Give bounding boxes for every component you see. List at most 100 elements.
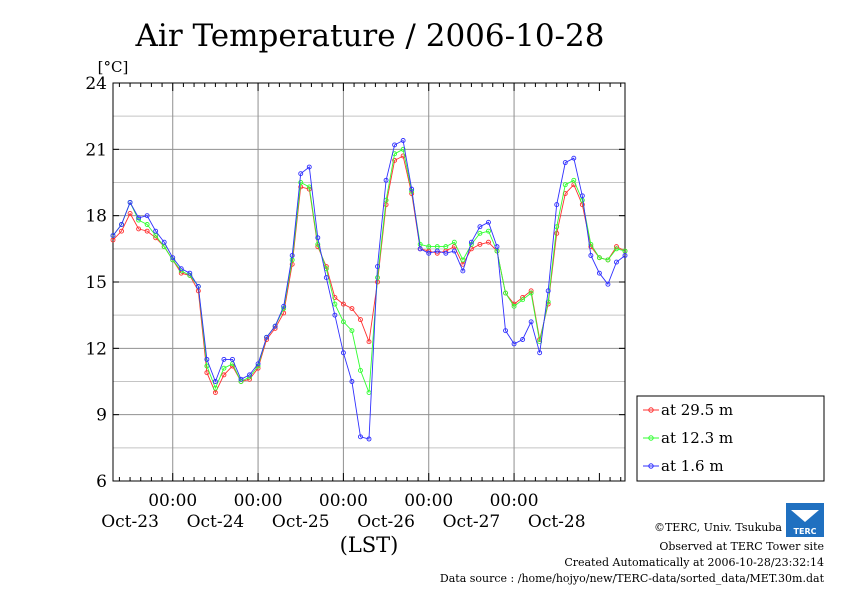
data-point (204, 370, 210, 376)
data-point (622, 253, 628, 258)
x-date-label: Oct-26 (357, 512, 415, 532)
data-point (332, 312, 338, 318)
data-point (212, 385, 218, 391)
data-point (340, 301, 346, 307)
data-point (400, 138, 406, 143)
y-axis-label: [°C] (98, 58, 129, 76)
data-point (417, 246, 423, 252)
data-point (247, 372, 252, 378)
y-tick-label: 6 (96, 472, 107, 492)
data-point (477, 230, 483, 236)
data-point (392, 157, 398, 163)
data-point (144, 213, 150, 219)
data-point (358, 317, 363, 323)
data-point (153, 228, 159, 234)
copyright-text: ©TERC, Univ. Tsukuba (654, 521, 782, 534)
data-point (281, 303, 287, 309)
data-point (221, 356, 227, 362)
data-point (161, 239, 167, 245)
data-point (400, 146, 406, 152)
legend-marker (648, 463, 654, 469)
data-point (298, 171, 304, 177)
data-point (349, 306, 355, 311)
data-point (383, 177, 389, 183)
series-line (112, 155, 626, 394)
data-point (375, 275, 380, 281)
y-tick-label: 21 (85, 140, 107, 160)
data-point (579, 193, 585, 199)
data-point (537, 350, 543, 356)
terc-logo: TERC (786, 503, 824, 537)
data-point (306, 164, 312, 170)
data-point (486, 239, 491, 245)
data-point (460, 257, 466, 263)
y-tick-label: 15 (85, 273, 107, 293)
logo-text: TERC (794, 527, 817, 536)
data-point (571, 155, 577, 161)
data-point (520, 337, 526, 342)
data-point (195, 283, 201, 289)
data-point (426, 244, 432, 250)
data-point (545, 299, 551, 305)
y-tick-label: 9 (96, 406, 107, 426)
y-tick-label: 12 (85, 339, 107, 359)
series-3 (110, 138, 628, 442)
data-point (178, 266, 184, 272)
data-point (443, 244, 449, 250)
series-2 (110, 146, 628, 396)
data-point (272, 323, 278, 329)
legend-label: at 1.6 m (661, 457, 724, 475)
data-point (477, 224, 483, 230)
y-axis: 6 9 12 15 18 21 24 (85, 74, 625, 492)
data-point (596, 255, 602, 261)
data-point (477, 241, 483, 247)
data-point (511, 303, 517, 309)
data-point (545, 288, 551, 294)
y-tick-label: 18 (85, 207, 107, 227)
data-point (528, 319, 534, 325)
data-point (392, 142, 398, 148)
data-point (212, 379, 218, 384)
data-point (119, 222, 124, 227)
data-point (486, 228, 491, 234)
created-text: Created Automatically at 2006-10-28/23:3… (564, 556, 824, 569)
data-point (366, 339, 372, 345)
data-point (136, 226, 142, 232)
x-date-label: Oct-23 (101, 512, 159, 532)
data-point (562, 160, 568, 166)
data-point (605, 257, 611, 263)
data-point (255, 361, 261, 367)
data-point (460, 268, 466, 274)
data-point (366, 436, 372, 442)
data-point (315, 241, 321, 247)
source-text: Data source : /home/hojyo/new/TERC-data/… (440, 572, 825, 585)
data-point (221, 372, 227, 378)
data-point (375, 264, 380, 269)
data-point (528, 290, 534, 296)
data-point (503, 290, 508, 296)
data-point (554, 230, 560, 236)
legend-box (636, 395, 825, 482)
chart-title: Air Temperature / 2006-10-28 (135, 18, 605, 54)
data-point (614, 259, 619, 265)
legend-label: at 29.5 m (661, 401, 733, 419)
data-point (204, 363, 210, 369)
x-axis-label: (LST) (340, 533, 399, 557)
data-point (136, 215, 142, 221)
data-point (451, 239, 457, 245)
data-point (204, 356, 210, 362)
legend: at 29.5 m at 12.3 m at 1.6 m (636, 395, 825, 482)
data-point (562, 182, 568, 188)
data-point (520, 297, 526, 303)
x-date-label: Oct-27 (443, 512, 501, 532)
data-point (554, 202, 560, 208)
data-point (340, 350, 346, 356)
data-point (468, 239, 474, 245)
data-point (187, 270, 193, 276)
data-point (571, 177, 577, 183)
data-point (358, 367, 363, 373)
data-point (400, 153, 406, 159)
x-time-label: 00:00 (319, 491, 368, 511)
data-point (614, 246, 619, 252)
